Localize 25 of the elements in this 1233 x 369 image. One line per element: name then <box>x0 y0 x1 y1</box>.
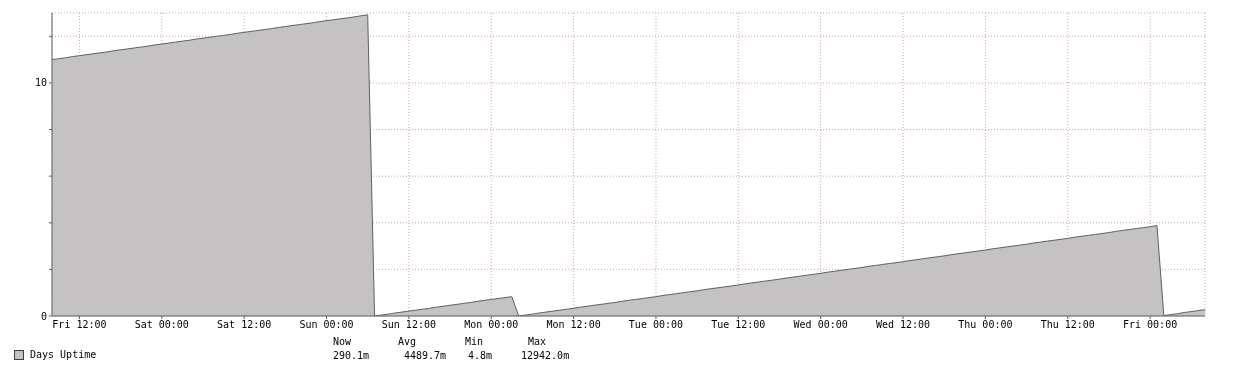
text: 290.1m <box>333 350 370 361</box>
x-tick-label: Fri 12:00 <box>52 319 107 331</box>
x-tick-label: Mon 00:00 <box>464 319 519 331</box>
y-tick-label: 0 <box>40 310 47 322</box>
legend-label: Days Uptime <box>30 349 97 360</box>
text: 4489.7m <box>404 350 447 361</box>
text: Max <box>528 336 547 347</box>
x-tick-label: Thu 12:00 <box>1040 319 1095 331</box>
text: Min <box>465 336 484 347</box>
x-tick-label: Wed 12:00 <box>875 319 931 331</box>
x-tick-label: Wed 00:00 <box>793 319 848 331</box>
x-tick-label: Tue 12:00 <box>711 319 766 331</box>
text: Avg <box>398 336 417 347</box>
x-tick-label: Sat 00:00 <box>134 319 189 331</box>
x-tick-label: Tue 00:00 <box>628 319 684 331</box>
x-tick-label: Mon 12:00 <box>546 319 601 331</box>
x-tick-label: Sun 12:00 <box>381 319 436 331</box>
x-tick-label: Sat 12:00 <box>217 319 272 331</box>
x-tick-label: Fri 00:00 <box>1123 319 1178 331</box>
x-tick-label: Sun 00:00 <box>299 319 354 331</box>
x-tick-label: Thu 00:00 <box>958 319 1013 331</box>
y-tick-label: 10 <box>34 77 47 89</box>
text: 12942.0m <box>521 350 570 361</box>
text: Now <box>333 336 352 347</box>
text: 4.8m <box>468 350 493 361</box>
